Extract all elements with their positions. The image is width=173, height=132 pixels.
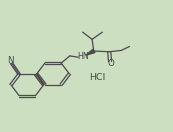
Text: O: O: [107, 59, 114, 68]
Text: N: N: [7, 56, 13, 65]
Text: HN: HN: [78, 52, 89, 61]
Polygon shape: [86, 50, 95, 55]
Text: HCl: HCl: [89, 73, 105, 82]
